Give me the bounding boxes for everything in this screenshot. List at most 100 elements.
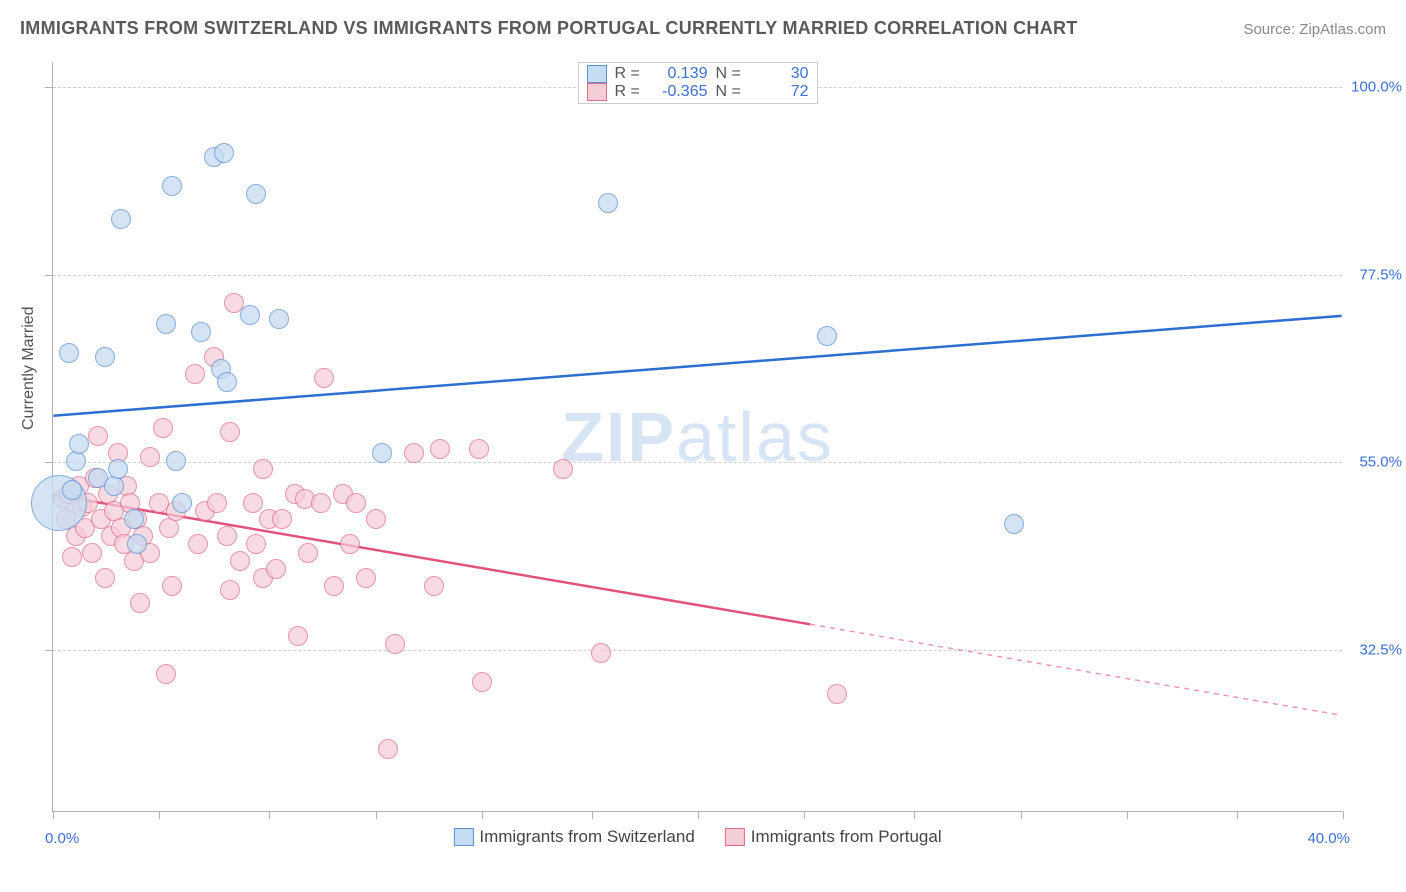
- point-portugal: [311, 493, 331, 513]
- point-switzerland: [111, 209, 131, 229]
- point-switzerland: [817, 326, 837, 346]
- chart-title: IMMIGRANTS FROM SWITZERLAND VS IMMIGRANT…: [20, 18, 1078, 39]
- n-label: N =: [716, 65, 746, 83]
- point-switzerland: [240, 305, 260, 325]
- x-tick: [159, 811, 160, 819]
- point-switzerland: [217, 372, 237, 392]
- point-portugal: [366, 509, 386, 529]
- point-switzerland: [95, 347, 115, 367]
- x-axis-min-label: 0.0%: [45, 830, 79, 847]
- point-switzerland: [1004, 514, 1024, 534]
- point-portugal: [188, 534, 208, 554]
- point-portugal: [288, 626, 308, 646]
- point-switzerland: [108, 459, 128, 479]
- point-portugal: [88, 426, 108, 446]
- gridline: [53, 650, 1342, 651]
- point-switzerland: [69, 434, 89, 454]
- point-switzerland: [127, 534, 147, 554]
- y-tick-label: 32.5%: [1347, 641, 1402, 658]
- legend-label-swiss: Immigrants from Switzerland: [479, 827, 694, 847]
- point-portugal: [553, 459, 573, 479]
- x-tick: [269, 811, 270, 819]
- y-tick-label: 77.5%: [1347, 266, 1402, 283]
- legend-label-port: Immigrants from Portugal: [751, 827, 942, 847]
- point-portugal: [82, 543, 102, 563]
- point-portugal: [340, 534, 360, 554]
- point-switzerland: [62, 480, 82, 500]
- r-label: R =: [615, 83, 645, 101]
- r-value-swiss: 0.139: [653, 65, 708, 83]
- point-portugal: [130, 593, 150, 613]
- point-switzerland: [246, 184, 266, 204]
- point-portugal: [346, 493, 366, 513]
- watermark: ZIPatlas: [561, 397, 834, 477]
- legend-row-swiss: R = 0.139 N = 30: [587, 65, 809, 83]
- point-portugal: [272, 509, 292, 529]
- point-portugal: [378, 739, 398, 759]
- legend-row-port: R = -0.365 N = 72: [587, 83, 809, 101]
- gridline: [53, 275, 1342, 276]
- point-portugal: [220, 580, 240, 600]
- point-portugal: [430, 439, 450, 459]
- point-switzerland: [162, 176, 182, 196]
- swatch-swiss: [453, 828, 473, 846]
- point-portugal: [185, 364, 205, 384]
- point-portugal: [591, 643, 611, 663]
- point-switzerland: [59, 343, 79, 363]
- swatch-port: [725, 828, 745, 846]
- point-portugal: [472, 672, 492, 692]
- point-switzerland: [156, 314, 176, 334]
- swatch-swiss: [587, 65, 607, 83]
- point-switzerland: [172, 493, 192, 513]
- y-tick-label: 55.0%: [1347, 454, 1402, 471]
- y-axis-title: Currently Married: [20, 306, 38, 430]
- point-portugal: [404, 443, 424, 463]
- n-value-port: 72: [754, 83, 809, 101]
- point-switzerland: [269, 309, 289, 329]
- point-portugal: [140, 447, 160, 467]
- x-tick: [1237, 811, 1238, 819]
- legend-item-port: Immigrants from Portugal: [725, 827, 942, 847]
- series-legend: Immigrants from Switzerland Immigrants f…: [453, 827, 941, 847]
- x-tick: [914, 811, 915, 819]
- x-tick: [53, 811, 54, 819]
- x-tick: [592, 811, 593, 819]
- point-portugal: [217, 526, 237, 546]
- point-switzerland: [191, 322, 211, 342]
- x-tick: [1021, 811, 1022, 819]
- n-value-swiss: 30: [754, 65, 809, 83]
- point-portugal: [253, 459, 273, 479]
- x-tick: [698, 811, 699, 819]
- point-portugal: [153, 418, 173, 438]
- r-label: R =: [615, 65, 645, 83]
- point-portugal: [324, 576, 344, 596]
- gridline: [53, 462, 1342, 463]
- swatch-port: [587, 83, 607, 101]
- point-portugal: [230, 551, 250, 571]
- n-label: N =: [716, 83, 746, 101]
- point-portugal: [220, 422, 240, 442]
- x-tick: [1127, 811, 1128, 819]
- plot-area: ZIPatlas 32.5%55.0%77.5%100.0% R = 0.139…: [52, 62, 1342, 812]
- source-text: Source: ZipAtlas.com: [1243, 21, 1386, 38]
- point-switzerland: [166, 451, 186, 471]
- point-portugal: [469, 439, 489, 459]
- x-axis-max-label: 40.0%: [1307, 830, 1350, 847]
- point-portugal: [95, 568, 115, 588]
- r-value-port: -0.365: [653, 83, 708, 101]
- point-portugal: [424, 576, 444, 596]
- point-portugal: [162, 576, 182, 596]
- legend-item-swiss: Immigrants from Switzerland: [453, 827, 694, 847]
- trendline-layer: [53, 62, 1342, 811]
- point-portugal: [356, 568, 376, 588]
- point-switzerland: [124, 509, 144, 529]
- x-tick: [1343, 811, 1344, 819]
- point-switzerland: [598, 193, 618, 213]
- point-portugal: [156, 664, 176, 684]
- point-switzerland: [214, 143, 234, 163]
- point-portugal: [207, 493, 227, 513]
- point-switzerland: [372, 443, 392, 463]
- point-portugal: [246, 534, 266, 554]
- correlation-legend: R = 0.139 N = 30 R = -0.365 N = 72: [578, 62, 818, 104]
- x-tick: [376, 811, 377, 819]
